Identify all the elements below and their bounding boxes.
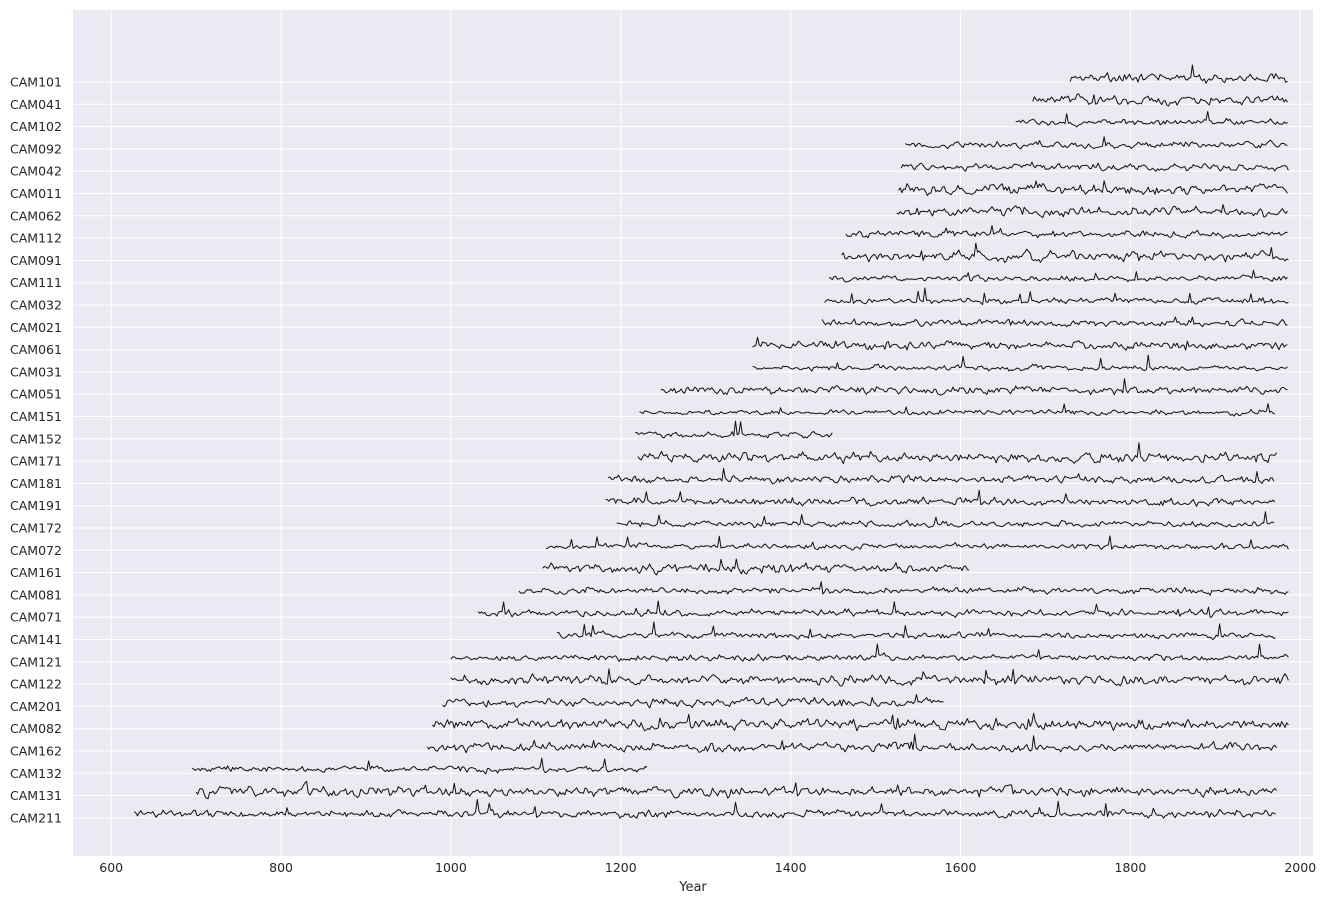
series-line-cam032 <box>824 287 1289 306</box>
series-line-cam172 <box>616 511 1275 529</box>
y-tick-label: CAM051 <box>10 387 62 402</box>
y-tick-label: CAM031 <box>10 364 62 379</box>
y-tick-label: CAM071 <box>10 610 62 625</box>
x-tick-label: 1600 <box>945 860 977 875</box>
y-tick-label: CAM181 <box>10 476 62 491</box>
series-line-cam062 <box>896 204 1288 219</box>
y-tick-label: CAM141 <box>10 632 62 647</box>
y-tick-label: CAM061 <box>10 342 62 357</box>
y-tick-label: CAM112 <box>10 231 62 246</box>
series-line-cam152 <box>635 420 833 439</box>
series-line-cam171 <box>637 442 1277 465</box>
series-line-cam132 <box>191 757 648 775</box>
series-line-cam131 <box>195 780 1277 800</box>
y-tick-label: CAM021 <box>10 320 62 335</box>
y-tick-label: CAM072 <box>10 543 62 558</box>
y-tick-label: CAM101 <box>10 75 62 90</box>
y-tick-label: CAM151 <box>10 409 62 424</box>
series-line-cam201 <box>442 694 944 709</box>
x-tick-label: 1400 <box>775 860 807 875</box>
series-line-cam091 <box>841 242 1289 264</box>
plot-background <box>73 10 1313 856</box>
series-line-cam042 <box>900 161 1289 172</box>
y-tick-label: CAM211 <box>10 810 62 825</box>
y-tick-label: CAM121 <box>10 654 62 669</box>
x-tick-label: 800 <box>269 860 293 875</box>
grid-lines <box>73 10 1313 856</box>
y-tick-label: CAM132 <box>10 766 62 781</box>
y-tick-label: CAM042 <box>10 164 62 179</box>
series-line-cam021 <box>821 316 1288 328</box>
y-tick-label: CAM201 <box>10 699 62 714</box>
x-tick-label: 600 <box>99 860 123 875</box>
series-line-cam092 <box>905 136 1288 150</box>
x-tick-label: 1800 <box>1114 860 1146 875</box>
y-tick-label: CAM172 <box>10 521 62 536</box>
y-tick-label: CAM131 <box>10 788 62 803</box>
series-line-cam041 <box>1032 93 1288 107</box>
y-tick-label: CAM062 <box>10 208 62 223</box>
y-tick-label: CAM082 <box>10 721 62 736</box>
series-line-cam061 <box>752 336 1288 351</box>
series-line-cam191 <box>605 489 1276 507</box>
series-line-cam111 <box>828 269 1288 283</box>
series-line-cam181 <box>607 467 1275 485</box>
y-tick-label: CAM122 <box>10 677 62 692</box>
series-line-cam161 <box>542 558 970 576</box>
series-line-cam071 <box>477 600 1289 618</box>
y-tick-label: CAM102 <box>10 119 62 134</box>
series-line-cam011 <box>898 180 1288 197</box>
series-line-cam102 <box>1015 111 1288 128</box>
series-line-cam082 <box>431 712 1289 732</box>
series-line-cam162 <box>426 733 1277 754</box>
series-line-cam122 <box>450 668 1289 687</box>
y-tick-label: CAM092 <box>10 141 62 156</box>
y-tick-label: CAM171 <box>10 454 62 469</box>
y-tick-label: CAM041 <box>10 97 62 112</box>
x-tick-label: 2000 <box>1284 860 1316 875</box>
y-tick-label: CAM191 <box>10 498 62 513</box>
series-line-cam031 <box>752 354 1288 372</box>
y-tick-label: CAM161 <box>10 565 62 580</box>
x-tick-label: 1000 <box>435 860 467 875</box>
y-tick-labels: CAM101 CAM041 CAM102 CAM092 CAM042 CAM011 CAM0… <box>10 75 62 826</box>
series-line-cam121 <box>450 643 1289 662</box>
y-tick-label: CAM032 <box>10 298 62 313</box>
x-axis-label: Year <box>678 880 707 895</box>
series-line-cam112 <box>845 225 1288 239</box>
y-tick-label: CAM011 <box>10 186 62 201</box>
series-line-cam151 <box>639 403 1275 417</box>
series-line-cam051 <box>660 378 1288 396</box>
series-line-cam211 <box>133 799 1276 819</box>
series-lines <box>133 64 1289 819</box>
series-line-cam141 <box>557 621 1276 641</box>
series-line-cam081 <box>518 581 1289 596</box>
x-tick-labels: 600 800 1000 1200 1400 1600 1800 2000 <box>99 860 1316 875</box>
y-tick-label: CAM111 <box>10 275 62 290</box>
y-tick-label: CAM152 <box>10 431 62 446</box>
x-tick-label: 1200 <box>605 860 637 875</box>
y-tick-label: CAM162 <box>10 744 62 759</box>
series-line-cam101 <box>1069 64 1288 84</box>
series-line-cam072 <box>545 535 1289 551</box>
y-tick-label: CAM081 <box>10 587 62 602</box>
y-tick-label: CAM091 <box>10 253 62 268</box>
